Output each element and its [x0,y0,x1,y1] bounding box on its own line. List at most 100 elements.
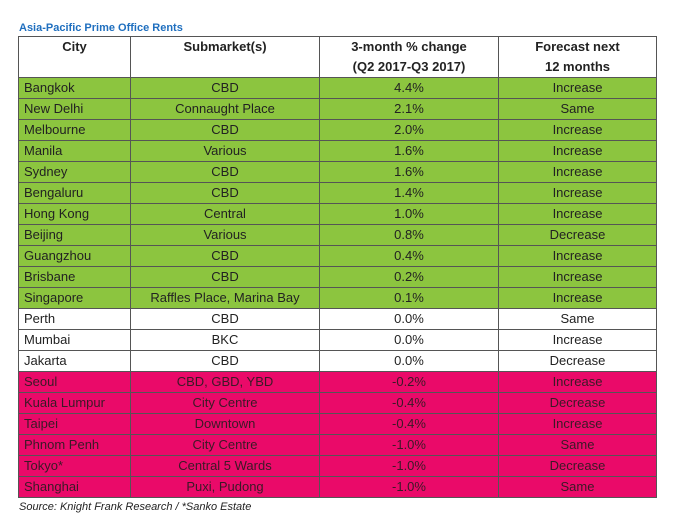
submarket-cell: City Centre [130,392,320,414]
forecast-cell: Same [498,434,657,456]
change-cell: 0.0% [319,329,499,351]
table-row: Kuala Lumpur City Centre -0.4% Decrease [18,392,657,414]
city-cell: Kuala Lumpur [18,392,131,414]
submarket-cell: Various [130,140,320,162]
submarket-cell: Downtown [130,413,320,435]
header-submarket-cont [130,57,320,78]
table-row: Guangzhou CBD 0.4% Increase [18,245,657,267]
submarket-cell: CBD [130,266,320,288]
header-submarket: Submarket(s) [130,36,320,57]
table-row: Bengaluru CBD 1.4% Increase [18,182,657,204]
submarket-cell: Puxi, Pudong [130,476,320,498]
header-forecast: Forecast next [498,36,657,57]
forecast-cell: Increase [498,287,657,309]
change-cell: 0.0% [319,308,499,330]
city-cell: Guangzhou [18,245,131,267]
forecast-cell: Increase [498,140,657,162]
submarket-cell: Various [130,224,320,246]
header-forecast-period: 12 months [498,57,657,78]
forecast-cell: Increase [498,245,657,267]
change-cell: 0.2% [319,266,499,288]
submarket-cell: CBD [130,119,320,141]
submarket-cell: Connaught Place [130,98,320,120]
city-cell: Melbourne [18,119,131,141]
city-cell: Bengaluru [18,182,131,204]
change-cell: 0.0% [319,350,499,372]
city-cell: Shanghai [18,476,131,498]
city-cell: Bangkok [18,77,131,99]
submarket-cell: Central 5 Wards [130,455,320,477]
change-cell: -1.0% [319,476,499,498]
city-cell: New Delhi [18,98,131,120]
change-cell: 4.4% [319,77,499,99]
table-row: Beijing Various 0.8% Decrease [18,224,657,246]
city-cell: Brisbane [18,266,131,288]
forecast-cell: Increase [498,77,657,99]
submarket-cell: CBD [130,245,320,267]
submarket-cell: CBD, GBD, YBD [130,371,320,393]
table-body: Bangkok CBD 4.4% Increase New Delhi Connaught… [18,77,657,498]
city-cell: Seoul [18,371,131,393]
forecast-cell: Increase [498,329,657,351]
table-row: Seoul CBD, GBD, YBD -0.2% Increase [18,371,657,393]
city-cell: Beijing [18,224,131,246]
change-cell: 1.6% [319,161,499,183]
submarket-cell: BKC [130,329,320,351]
forecast-cell: Same [498,308,657,330]
forecast-cell: Decrease [498,350,657,372]
forecast-cell: Decrease [498,455,657,477]
change-cell: 0.4% [319,245,499,267]
table-row: Hong Kong Central 1.0% Increase [18,203,657,225]
forecast-cell: Increase [498,203,657,225]
change-cell: -1.0% [319,455,499,477]
forecast-cell: Increase [498,182,657,204]
table-row: Singapore Raffles Place, Marina Bay 0.1% In… [18,287,657,309]
table-row: Sydney CBD 1.6% Increase [18,161,657,183]
change-cell: 1.0% [319,203,499,225]
header-forecast-line1: Forecast next [535,39,620,54]
forecast-cell: Increase [498,119,657,141]
city-cell: Jakarta [18,350,131,372]
change-cell: -0.4% [319,392,499,414]
forecast-cell: Same [498,476,657,498]
table-row: Tokyo* Central 5 Wards -1.0% Decrease [18,455,657,477]
table-row: Melbourne CBD 2.0% Increase [18,119,657,141]
city-cell: Tokyo* [18,455,131,477]
change-cell: 1.6% [319,140,499,162]
change-cell: 1.4% [319,182,499,204]
forecast-cell: Increase [498,266,657,288]
forecast-cell: Increase [498,413,657,435]
change-cell: 2.1% [319,98,499,120]
submarket-cell: Central [130,203,320,225]
submarket-cell: CBD [130,308,320,330]
submarket-cell: CBD [130,161,320,183]
city-cell: Perth [18,308,131,330]
city-cell: Phnom Penh [18,434,131,456]
forecast-cell: Decrease [498,392,657,414]
table-header: City Submarket(s) 3-month % change Forec… [18,36,657,78]
table-title: Asia-Pacific Prime Office Rents [19,22,183,34]
city-cell: Hong Kong [18,203,131,225]
forecast-cell: Increase [498,161,657,183]
forecast-cell: Increase [498,371,657,393]
table-row: Phnom Penh City Centre -1.0% Same [18,434,657,456]
forecast-cell: Decrease [498,224,657,246]
change-cell: -0.2% [319,371,499,393]
header-city: City [18,36,131,57]
header-change-period: (Q2 2017-Q3 2017) [319,57,499,78]
change-cell: -0.4% [319,413,499,435]
submarket-cell: CBD [130,182,320,204]
change-cell: 0.1% [319,287,499,309]
table-row: Perth CBD 0.0% Same [18,308,657,330]
table-row: Taipei Downtown -0.4% Increase [18,413,657,435]
header-change: 3-month % change [319,36,499,57]
table-row: New Delhi Connaught Place 2.1% Same [18,98,657,120]
submarket-cell: Raffles Place, Marina Bay [130,287,320,309]
city-cell: Taipei [18,413,131,435]
change-cell: 2.0% [319,119,499,141]
city-cell: Singapore [18,287,131,309]
header-change-line1: 3-month % change [351,39,467,54]
change-cell: -1.0% [319,434,499,456]
table-row: Bangkok CBD 4.4% Increase [18,77,657,99]
table-row: Jakarta CBD 0.0% Decrease [18,350,657,372]
